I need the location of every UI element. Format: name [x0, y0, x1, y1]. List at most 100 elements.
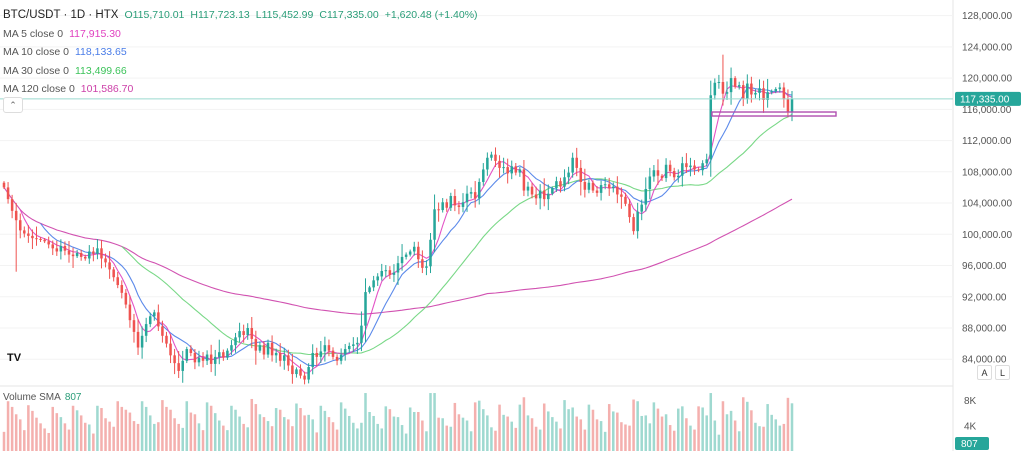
ohlc-change: +1,620.48 (+1.40%) — [384, 9, 478, 21]
candle-body — [327, 345, 331, 351]
candle-body — [620, 194, 623, 197]
candle-body — [136, 331, 140, 348]
volume-bar — [599, 421, 603, 451]
volume-bar — [425, 431, 428, 451]
volume-bar — [774, 419, 778, 451]
volume-bar — [741, 397, 745, 451]
candle-body — [473, 192, 477, 199]
candle-body — [758, 88, 761, 93]
volume-bar — [530, 418, 534, 451]
volume-bar — [55, 413, 59, 451]
log-scale-button[interactable]: L — [995, 365, 1010, 380]
candle-body — [193, 352, 197, 363]
indicator-ma120[interactable]: MA 120 close 0 101,586.70 — [3, 80, 478, 99]
volume-bar — [437, 417, 440, 451]
volume-bar — [67, 429, 71, 451]
volume-bar — [461, 417, 465, 451]
volume-bar — [538, 429, 542, 451]
volume-tick-label: 8K — [964, 396, 977, 407]
candle-body — [258, 345, 262, 351]
candle-body — [551, 188, 554, 194]
candle-body — [437, 209, 440, 211]
volume-bar — [664, 414, 668, 451]
volume-bar — [551, 417, 554, 451]
candle-body — [112, 269, 115, 278]
volume-bar — [786, 397, 790, 451]
candle-body — [104, 258, 107, 263]
volume-bar — [71, 405, 75, 451]
volume-sma-tag-label: 807 — [961, 439, 978, 450]
candle-body — [185, 349, 189, 361]
volume-bar — [339, 402, 343, 451]
candle-body — [733, 78, 737, 87]
candle-body — [701, 163, 704, 171]
y-tick-label: 128,000.00 — [962, 11, 1012, 22]
candle-body — [729, 78, 733, 93]
candle-body — [226, 350, 229, 358]
indicator-ma30[interactable]: MA 30 close 0 113,499.66 — [3, 62, 478, 81]
candle-body — [319, 351, 323, 357]
volume-bar — [526, 415, 530, 451]
candle-body — [380, 270, 384, 277]
volume-bar — [693, 429, 696, 451]
candle-body — [35, 238, 38, 240]
y-tick-label: 104,000.00 — [962, 199, 1012, 210]
candle-body — [461, 202, 465, 207]
candle-body — [400, 256, 404, 264]
candle-body — [762, 88, 765, 100]
volume-bar — [490, 427, 493, 451]
volume-bar — [384, 406, 388, 451]
candle-body — [177, 363, 180, 371]
candle-body — [189, 349, 193, 353]
volume-bar — [254, 404, 258, 451]
candle-body — [161, 326, 164, 336]
candle-body — [71, 254, 75, 257]
volume-bar — [672, 430, 676, 451]
ohlc-high: H117,723.13 — [190, 9, 250, 21]
volume-bar — [733, 420, 737, 451]
candle-body — [339, 354, 343, 361]
candle-body — [352, 344, 355, 346]
candle-body — [494, 154, 497, 161]
candle-body — [628, 203, 631, 218]
candle-body — [782, 87, 786, 100]
symbol-title[interactable]: BTC/USDT · 1D · HTX — [3, 9, 119, 21]
candle-body — [213, 356, 217, 364]
volume-bar — [262, 417, 266, 451]
indicator-ma5[interactable]: MA 5 close 0 117,915.30 — [3, 25, 478, 44]
candle-body — [230, 345, 233, 351]
candle-body — [441, 202, 444, 211]
candle-body — [148, 316, 152, 325]
ma5-line — [19, 85, 793, 374]
indicator-ma10[interactable]: MA 10 close 0 118,133.65 — [3, 43, 478, 62]
volume-bar — [193, 414, 197, 451]
collapse-legend-button[interactable]: ⌃ — [3, 97, 23, 113]
volume-legend[interactable]: Volume SMA 807 — [3, 392, 82, 403]
volume-bar — [412, 412, 416, 451]
auto-scale-button[interactable]: A — [977, 365, 992, 380]
candle-body — [323, 345, 327, 352]
ohlc-close: C117,335.00 — [319, 9, 379, 21]
volume-bar — [356, 428, 359, 451]
volume-bar — [429, 393, 432, 451]
candle-body — [770, 91, 773, 93]
volume-bar — [697, 406, 700, 451]
volume-bar — [766, 404, 769, 451]
volume-bar — [388, 409, 392, 451]
candle-body — [616, 186, 619, 195]
candle-body — [502, 167, 505, 169]
volume-bar — [352, 422, 355, 451]
volume-bar — [506, 416, 509, 451]
y-tick-label: 112,000.00 — [962, 136, 1012, 147]
volume-bar — [181, 427, 184, 451]
candle-body — [218, 352, 221, 357]
volume-bar — [246, 427, 249, 451]
candle-body — [209, 354, 213, 364]
candle-body — [360, 325, 363, 343]
candle-body — [124, 292, 128, 305]
volume-bar — [14, 414, 18, 451]
volume-bar — [177, 423, 180, 451]
volume-bar — [607, 404, 611, 451]
indicator-value: 118,133.65 — [74, 46, 127, 59]
